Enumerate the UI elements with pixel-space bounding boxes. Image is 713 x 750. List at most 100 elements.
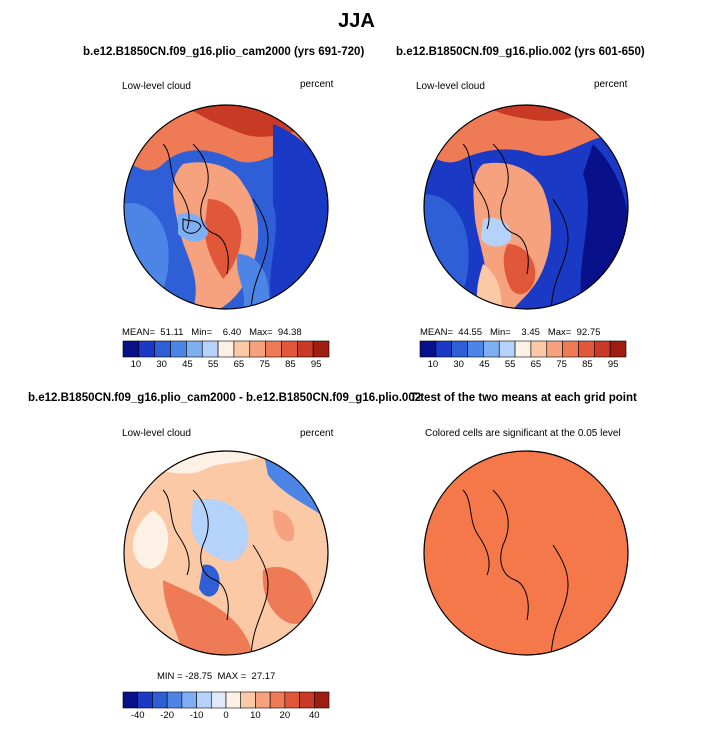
- panel2-mean-label: MEAN=: [420, 327, 453, 338]
- panel2-units-label: percent: [594, 79, 628, 90]
- panel3-stats: MIN = -28.75 MAX = 27.17: [157, 671, 275, 682]
- colorbar-tick-label: 0: [223, 710, 229, 721]
- panel3-max-label: MAX =: [217, 671, 247, 682]
- colorbar-swatch: [284, 691, 300, 709]
- colorbar-swatch: [138, 340, 155, 358]
- panel3-colorbar: [122, 691, 330, 709]
- colorbar-swatch: [196, 691, 212, 709]
- colorbar-tick-label: 10: [250, 710, 261, 721]
- colorbar-tick-label: 85: [582, 359, 593, 370]
- colorbar-swatch: [240, 691, 256, 709]
- colorbar-tick-label: -10: [189, 710, 204, 721]
- colorbar-tick-label: 65: [233, 359, 245, 370]
- colorbar-swatch: [122, 691, 139, 709]
- colorbar-swatch: [225, 691, 242, 709]
- colorbar-swatch: [249, 340, 266, 358]
- colorbar-tick-label: 30: [453, 359, 464, 370]
- panel1-mean-value: 51.11: [160, 327, 184, 338]
- panel4-title: T-test of the two means at each grid poi…: [410, 392, 637, 404]
- panel1-stats: MEAN= 51.11 Min= 6.40 Max= 94.38: [122, 327, 302, 338]
- colorbar-swatch: [467, 340, 484, 358]
- colorbar-swatch: [152, 691, 168, 709]
- colorbar-swatch: [312, 340, 330, 358]
- colorbar-swatch: [170, 340, 187, 358]
- panel2-max-value: 92.75: [576, 327, 601, 338]
- colorbar-swatch: [530, 340, 548, 358]
- colorbar-tick-label: 75: [556, 359, 567, 370]
- colorbar-swatch: [578, 340, 595, 358]
- panel3-max-value: 27.17: [251, 671, 276, 682]
- colorbar-tick-label: 20: [279, 710, 291, 721]
- panel3-variable-label: Low-level cloud: [122, 428, 191, 439]
- colorbar-swatch: [498, 340, 516, 358]
- colorbar-swatch: [297, 340, 314, 358]
- panel2-map: [423, 104, 629, 310]
- colorbar-swatch: [281, 340, 298, 358]
- panel3-map: [123, 450, 329, 656]
- colorbar-swatch: [609, 340, 627, 358]
- colorbar-swatch: [137, 691, 153, 709]
- colorbar-swatch: [419, 340, 437, 358]
- panel1-colorbar: [122, 340, 330, 358]
- panel4-significance-fill: [424, 451, 628, 655]
- colorbar-swatch: [269, 691, 286, 709]
- panel3-colorbar-ticks: -40 -20 -10 0 10 20 40: [123, 710, 329, 722]
- colorbar-swatch: [166, 691, 183, 709]
- panel1-map: [123, 104, 329, 310]
- colorbar-tick-label: 10: [427, 359, 439, 370]
- colorbar-swatch: [546, 340, 563, 358]
- colorbar-swatch: [299, 691, 315, 709]
- colorbar-tick-label: 55: [504, 359, 516, 370]
- colorbar-tick-label: -40: [130, 710, 145, 721]
- colorbar-tick-label: 40: [308, 710, 320, 721]
- panel1-units-label: percent: [300, 79, 334, 90]
- panel1-max-value: 94.38: [277, 327, 302, 338]
- colorbar-swatch: [217, 340, 235, 358]
- colorbar-tick-label: 75: [259, 359, 270, 370]
- panel1-max-label: Max=: [249, 327, 273, 338]
- colorbar-swatch: [255, 691, 271, 709]
- panel1-title: b.e12.B1850CN.f09_g16.plio_cam2000 (yrs …: [83, 46, 365, 58]
- panel2-max-label: Max=: [547, 327, 572, 338]
- colorbar-swatch: [483, 340, 500, 358]
- panel4-subtitle: Colored cells are significant at the 0.0…: [425, 428, 621, 439]
- colorbar-swatch: [313, 691, 330, 709]
- panel2-variable-label: Low-level cloud: [416, 81, 485, 92]
- colorbar-swatch: [265, 340, 282, 358]
- panel1-colorbar-ticks: 10 30 45 55 65 75 85 95: [123, 359, 329, 371]
- colorbar-swatch: [451, 340, 468, 358]
- panel3-min-label: MIN =: [157, 671, 183, 682]
- colorbar-tick-label: 10: [130, 359, 142, 370]
- panel3-title: b.e12.B1850CN.f09_g16.plio_cam2000 - b.e…: [28, 392, 422, 404]
- colorbar-swatch: [154, 340, 171, 358]
- panel2-min-value: 3.45: [521, 327, 540, 338]
- panel3-min-value: -28.75: [185, 671, 213, 682]
- colorbar-swatch: [233, 340, 251, 358]
- colorbar-swatch: [562, 340, 579, 358]
- colorbar-tick-label: 95: [310, 359, 322, 370]
- colorbar-tick-label: -20: [160, 710, 175, 721]
- colorbar-tick-label: 85: [285, 359, 296, 370]
- colorbar-swatch: [435, 340, 452, 358]
- colorbar-swatch: [122, 340, 140, 358]
- colorbar-tick-label: 55: [207, 359, 219, 370]
- panel2-colorbar-ticks: 10 30 45 55 65 75 85 95: [420, 359, 626, 371]
- colorbar-tick-label: 45: [182, 359, 193, 370]
- panel1-variable-label: Low-level cloud: [122, 81, 191, 92]
- colorbar-swatch: [594, 340, 611, 358]
- panel2-colorbar: [419, 340, 627, 358]
- colorbar-swatch: [186, 340, 203, 358]
- panel2-mean-value: 44.55: [458, 327, 483, 338]
- panel1-min-value: 6.40: [222, 327, 242, 338]
- figure-title: JJA: [338, 10, 375, 32]
- colorbar-swatch: [181, 691, 197, 709]
- panel2-min-label: Min=: [489, 327, 511, 338]
- colorbar-swatch: [201, 340, 219, 358]
- panel2-title: b.e12.B1850CN.f09_g16.plio.002 (yrs 601-…: [396, 46, 645, 58]
- panel4-map: [423, 450, 629, 656]
- colorbar-tick-label: 45: [479, 359, 490, 370]
- colorbar-tick-label: 95: [607, 359, 619, 370]
- colorbar-swatch: [210, 691, 227, 709]
- panel1-min-label: Min=: [191, 327, 213, 338]
- panel3-units-label: percent: [300, 428, 334, 439]
